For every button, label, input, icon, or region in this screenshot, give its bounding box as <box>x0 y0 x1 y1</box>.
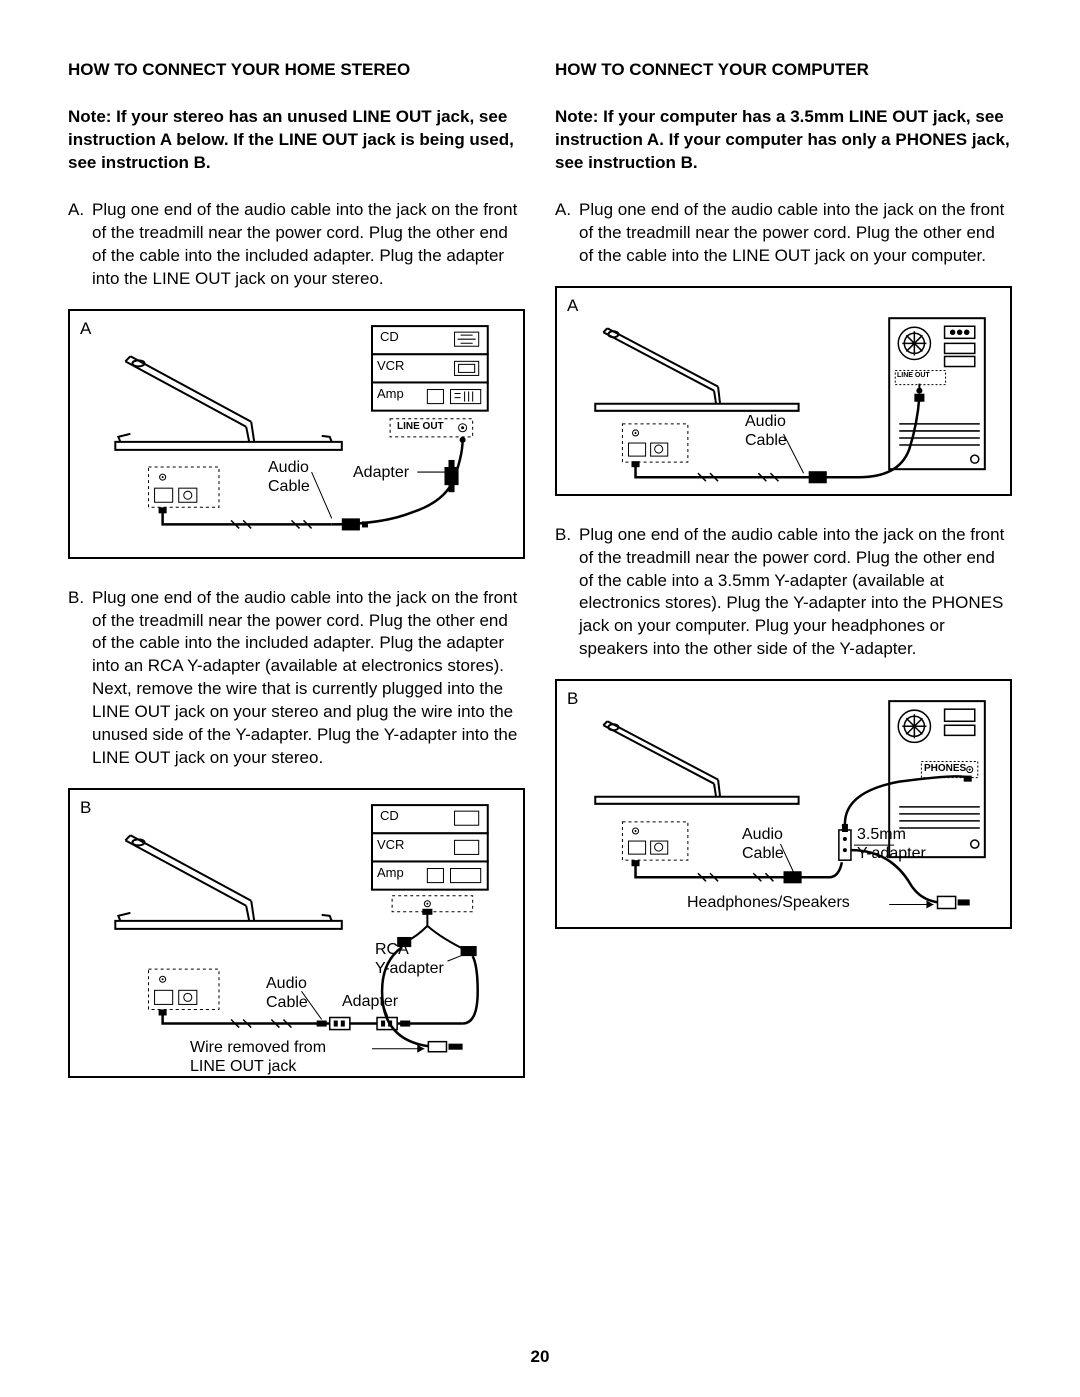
right-instruction-b: B. Plug one end of the audio cable into … <box>555 524 1012 662</box>
instruction-letter: B. <box>68 587 92 771</box>
left-figure-b: B <box>68 788 525 1078</box>
figure-corner-label: A <box>80 319 91 339</box>
left-heading: HOW TO CONNECT YOUR HOME STEREO <box>68 60 525 80</box>
stereo-vcr-label: VCR <box>377 358 404 374</box>
stereo-cd-label: CD <box>380 808 399 824</box>
stereo-amp-label: Amp <box>377 386 404 402</box>
lineout-label: LINE OUT <box>397 421 444 433</box>
instruction-letter: A. <box>68 199 92 291</box>
right-heading: HOW TO CONNECT YOUR COMPUTER <box>555 60 1012 80</box>
left-column: HOW TO CONNECT YOUR HOME STEREO Note: If… <box>68 60 525 1106</box>
right-instruction-a: A. Plug one end of the audio cable into … <box>555 199 1012 268</box>
yadapter-label: 3.5mm Y-adapter <box>857 825 926 863</box>
phones-label: PHONES <box>924 763 966 775</box>
audio-cable-label: Audio Cable <box>266 974 308 1012</box>
figure-corner-label: B <box>567 689 578 709</box>
instruction-text: Plug one end of the audio cable into the… <box>92 587 525 771</box>
left-figure-a: A <box>68 309 525 559</box>
adapter-label: Adapter <box>342 992 398 1011</box>
instruction-letter: B. <box>555 524 579 662</box>
right-figure-b: B <box>555 679 1012 929</box>
left-note: Note: If your stereo has an unused LINE … <box>68 106 525 175</box>
instruction-letter: A. <box>555 199 579 268</box>
figure-corner-label: A <box>567 296 578 316</box>
audio-cable-label: Audio Cable <box>742 825 784 863</box>
instruction-text: Plug one end of the audio cable into the… <box>579 524 1012 662</box>
wire-removed-label: Wire removed from LINE OUT jack <box>190 1038 326 1076</box>
figure-corner-label: B <box>80 798 91 818</box>
lineout-label: LINE OUT <box>897 372 930 380</box>
right-note: Note: If your computer has a 3.5mm LINE … <box>555 106 1012 175</box>
right-column: HOW TO CONNECT YOUR COMPUTER Note: If yo… <box>555 60 1012 1106</box>
audio-cable-label: Audio Cable <box>745 412 787 450</box>
stereo-amp-label: Amp <box>377 865 404 881</box>
page-number: 20 <box>531 1347 550 1367</box>
rca-label: RCA Y-adapter <box>375 940 444 978</box>
instruction-text: Plug one end of the audio cable into the… <box>579 199 1012 268</box>
instruction-text: Plug one end of the audio cable into the… <box>92 199 525 291</box>
diagram-svg <box>70 790 523 1077</box>
diagram-svg <box>557 288 1010 494</box>
audio-cable-label: Audio Cable <box>268 458 310 496</box>
adapter-label: Adapter <box>353 463 409 482</box>
diagram-svg <box>70 311 523 558</box>
stereo-vcr-label: VCR <box>377 837 404 853</box>
left-instruction-a: A. Plug one end of the audio cable into … <box>68 199 525 291</box>
two-column-layout: HOW TO CONNECT YOUR HOME STEREO Note: If… <box>68 60 1012 1106</box>
headphones-label: Headphones/Speakers <box>687 893 850 912</box>
right-figure-a: A <box>555 286 1012 496</box>
diagram-svg <box>557 681 1010 928</box>
stereo-cd-label: CD <box>380 329 399 345</box>
left-instruction-b: B. Plug one end of the audio cable into … <box>68 587 525 771</box>
